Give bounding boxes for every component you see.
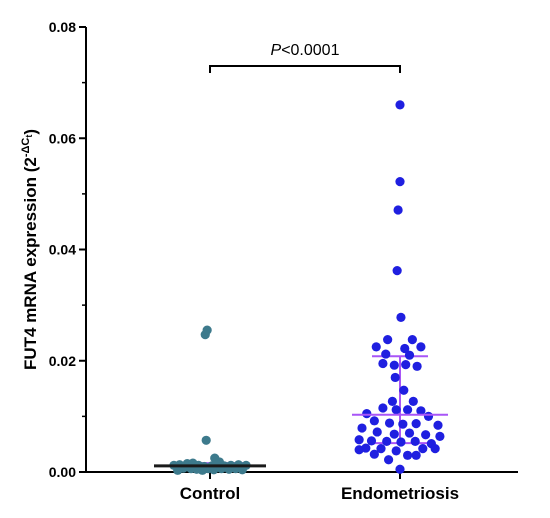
y-axis-title-text: FUT4 mRNA expression (2-ΔCt) (20, 129, 40, 370)
data-point (376, 444, 386, 454)
data-point (371, 342, 381, 352)
data-point (435, 431, 445, 441)
data-point (430, 444, 440, 454)
data-point (396, 312, 406, 322)
y-tick-label: 0.06 (49, 130, 76, 146)
data-point (362, 408, 372, 419)
data-point (395, 100, 405, 110)
data-point (416, 342, 426, 352)
data-point (382, 436, 392, 447)
y-axis-title-main: FUT4 mRNA expression (2 (21, 157, 40, 370)
data-point (423, 411, 434, 421)
data-point (197, 465, 207, 475)
data-point (173, 465, 183, 475)
data-point (378, 403, 388, 413)
data-point (412, 361, 422, 371)
data-point (392, 266, 402, 276)
data-points (169, 100, 445, 475)
data-point (366, 436, 377, 446)
data-point (383, 335, 393, 345)
y-axis-title-subscript: t (24, 135, 34, 138)
data-point (411, 419, 421, 429)
data-point (395, 464, 405, 474)
data-point (396, 437, 406, 447)
median-lines (154, 413, 448, 468)
data-point (410, 436, 420, 447)
data-point (403, 405, 413, 415)
data-point (354, 435, 364, 445)
y-tick-label: 0.02 (49, 353, 76, 369)
data-point (369, 449, 379, 459)
y-tick-label: 0.00 (49, 464, 76, 480)
data-point (209, 465, 219, 475)
data-point (391, 405, 401, 415)
data-point (421, 430, 431, 440)
significance-label-value: <0.0001 (281, 42, 339, 59)
data-point (404, 350, 415, 360)
x-category-label: Endometriosis (341, 484, 459, 503)
data-point (384, 455, 394, 465)
significance-label-p: P (271, 42, 282, 59)
y-axis-title-superscript: -ΔC (20, 138, 32, 158)
y-axis: 0.00 0.02 0.04 0.06 0.08 (49, 19, 87, 480)
data-point (390, 372, 400, 383)
x-category-label: Control (180, 484, 240, 503)
data-point (400, 343, 410, 354)
data-point (416, 406, 426, 416)
data-point (403, 450, 413, 460)
data-point (381, 349, 391, 359)
y-axis-title: FUT4 mRNA expression (2-ΔCt) (20, 129, 40, 370)
data-point (398, 419, 408, 429)
data-point (357, 423, 367, 433)
x-axis: Control Endometriosis (86, 471, 518, 503)
data-point (378, 358, 388, 369)
y-tick-label: 0.08 (49, 19, 76, 35)
data-point (201, 435, 211, 445)
data-point (411, 450, 421, 460)
data-point (391, 446, 401, 456)
data-point (418, 444, 428, 454)
error-bars (172, 355, 428, 470)
data-point (404, 428, 415, 438)
data-point (237, 465, 247, 475)
significance-label: P<0.0001 (271, 42, 340, 59)
data-point (372, 427, 382, 437)
data-point (389, 429, 399, 439)
data-point (369, 416, 379, 426)
data-point (354, 445, 364, 455)
significance-bracket: P<0.0001 (209, 42, 401, 73)
data-point (395, 177, 405, 187)
data-point (200, 330, 210, 340)
data-point (389, 360, 399, 370)
data-point (387, 396, 397, 406)
data-point (408, 396, 418, 406)
data-point (399, 385, 409, 395)
data-point (384, 418, 395, 428)
data-point (433, 420, 443, 430)
data-point (407, 335, 417, 345)
data-point (393, 205, 403, 215)
y-tick-label: 0.04 (49, 242, 76, 258)
y-axis-title-close: ) (21, 129, 40, 135)
data-point (401, 360, 411, 370)
significance-bracket-line (209, 65, 401, 73)
